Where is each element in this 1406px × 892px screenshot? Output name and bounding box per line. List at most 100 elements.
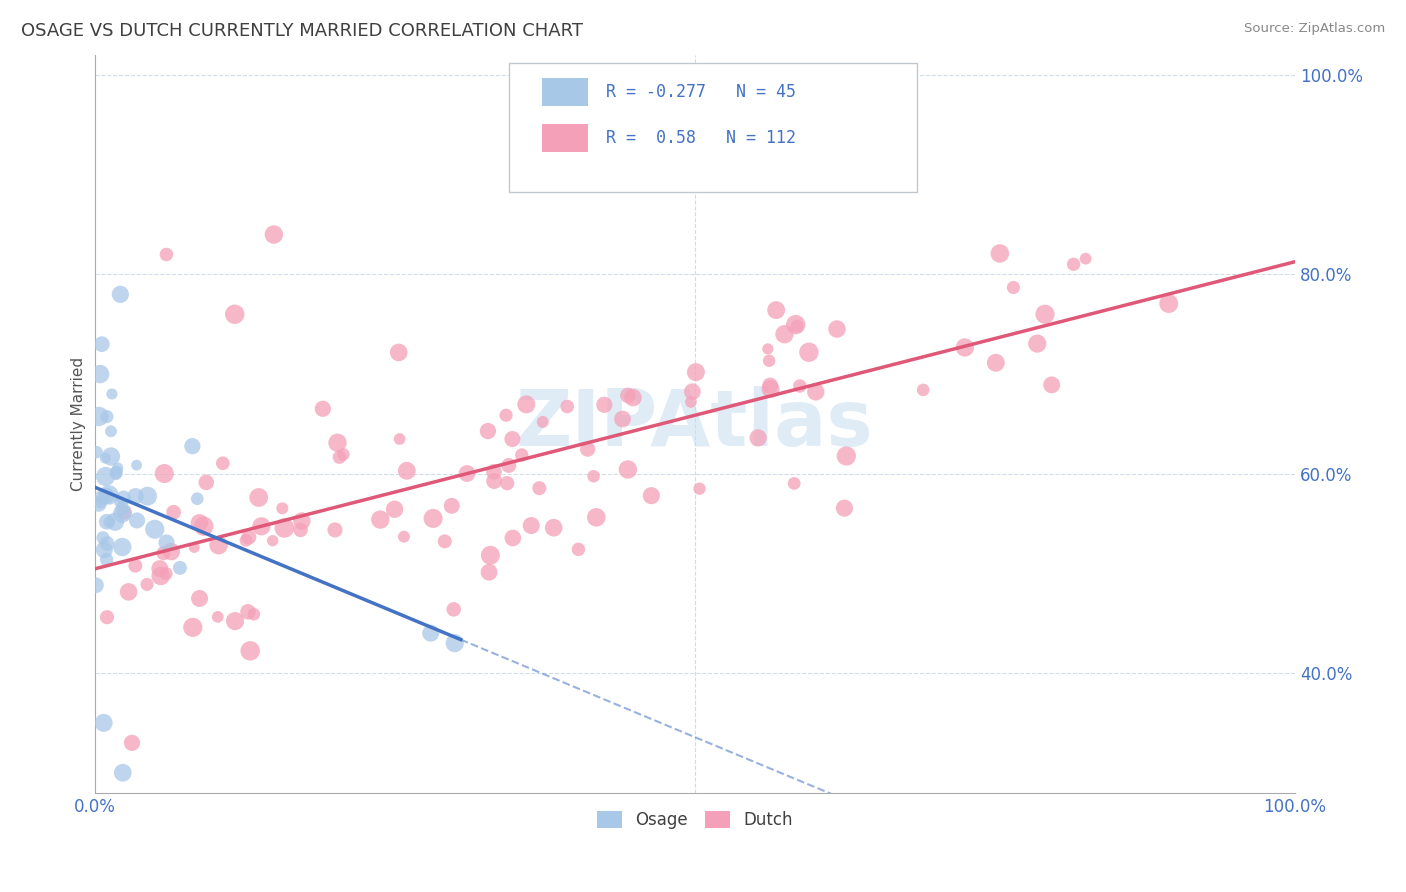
Point — [789, 379, 811, 393]
Point — [529, 481, 551, 495]
Point — [984, 356, 1007, 370]
Point — [440, 499, 463, 513]
Point — [834, 501, 856, 516]
Point — [567, 542, 589, 557]
Point — [111, 501, 134, 516]
Point — [612, 412, 634, 426]
Point — [835, 449, 858, 463]
Point — [224, 307, 246, 321]
Point — [756, 342, 779, 356]
Point — [235, 533, 257, 548]
Point — [96, 409, 118, 424]
Point — [759, 378, 782, 392]
Point — [107, 461, 129, 475]
Point — [290, 523, 312, 537]
Point — [183, 541, 205, 555]
Point — [181, 439, 204, 453]
Point — [247, 491, 270, 505]
Point — [422, 511, 444, 525]
Point — [98, 515, 121, 529]
Point — [96, 552, 118, 566]
Point — [543, 521, 565, 535]
Point — [797, 345, 820, 359]
Point — [531, 415, 554, 429]
Point — [160, 544, 183, 558]
Point — [825, 322, 848, 336]
Text: ZIPAtlas: ZIPAtlas — [516, 386, 873, 462]
Point — [207, 610, 229, 624]
Point — [1040, 377, 1063, 392]
Point — [153, 467, 176, 481]
Point — [495, 409, 517, 423]
Text: Source: ZipAtlas.com: Source: ZipAtlas.com — [1244, 22, 1385, 36]
Point — [91, 491, 114, 505]
Point — [108, 494, 131, 508]
Point — [186, 491, 208, 506]
Text: OSAGE VS DUTCH CURRENTLY MARRIED CORRELATION CHART: OSAGE VS DUTCH CURRENTLY MARRIED CORRELA… — [21, 22, 583, 40]
Point — [110, 287, 132, 301]
Point — [419, 626, 441, 640]
Point — [104, 515, 127, 529]
Point — [97, 488, 120, 502]
Point — [84, 578, 107, 592]
Point — [263, 227, 285, 242]
Point — [783, 476, 806, 491]
Point — [1026, 336, 1049, 351]
Point — [1157, 296, 1180, 310]
FancyBboxPatch shape — [509, 62, 917, 192]
Point — [478, 566, 501, 580]
Point — [1063, 257, 1085, 271]
Point — [765, 303, 787, 318]
Point — [195, 475, 218, 490]
Point — [456, 467, 478, 481]
Point — [785, 318, 807, 332]
Point — [388, 345, 411, 359]
Legend: Osage, Dutch: Osage, Dutch — [591, 805, 799, 836]
Point — [152, 546, 174, 560]
Point — [273, 521, 295, 535]
Point — [211, 456, 233, 470]
Point — [105, 467, 128, 482]
Point — [96, 515, 118, 529]
Point — [582, 469, 605, 483]
Point — [477, 424, 499, 438]
Point — [111, 507, 134, 521]
Point — [105, 465, 128, 479]
Point — [100, 450, 122, 464]
Bar — [543, 78, 588, 105]
Point — [395, 464, 418, 478]
Point — [193, 519, 215, 533]
Point — [953, 341, 976, 355]
Point — [96, 536, 118, 550]
Point — [617, 462, 640, 476]
Point — [91, 531, 114, 545]
Point — [328, 450, 350, 465]
Point — [236, 605, 259, 619]
Point — [1033, 307, 1056, 321]
Text: R = -0.277   N = 45: R = -0.277 N = 45 — [606, 83, 796, 101]
Point — [502, 531, 524, 545]
Point — [94, 469, 117, 483]
Point — [433, 534, 456, 549]
Point — [94, 451, 117, 466]
Point — [585, 510, 607, 524]
Point — [89, 496, 111, 510]
Point — [96, 610, 118, 624]
Point — [510, 448, 533, 462]
Point — [224, 614, 246, 628]
Point — [136, 489, 159, 503]
Bar — [543, 125, 588, 153]
Point — [388, 432, 411, 446]
Point — [188, 516, 211, 530]
Point — [988, 246, 1011, 260]
Point — [155, 566, 177, 581]
Point — [392, 530, 415, 544]
Point — [112, 505, 135, 519]
Point — [384, 502, 406, 516]
Point — [576, 442, 599, 457]
Point — [155, 247, 177, 261]
Point — [617, 388, 640, 402]
Point — [124, 489, 146, 503]
Point — [87, 409, 110, 424]
Point — [758, 353, 780, 368]
